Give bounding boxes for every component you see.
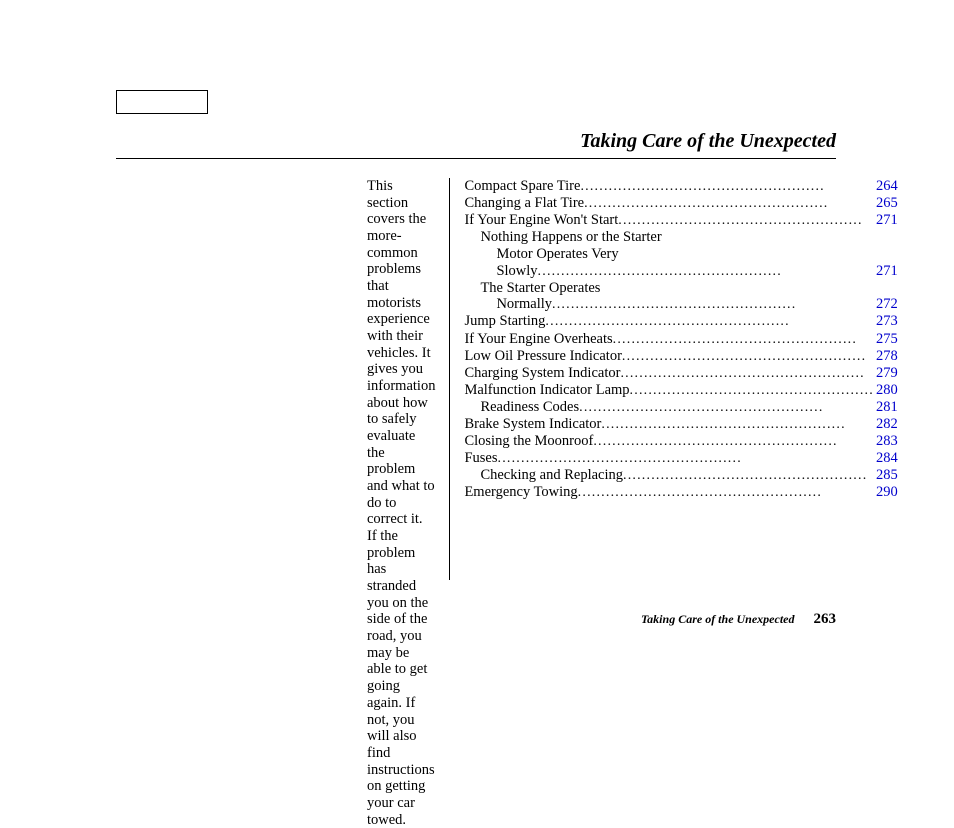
toc-entry: If Your Engine Overheats 275 bbox=[464, 331, 897, 348]
toc-entry: Jump Starting 273 bbox=[464, 313, 897, 330]
footer-section-label: Taking Care of the Unexpected bbox=[641, 612, 795, 626]
toc-leader-dots bbox=[538, 264, 874, 280]
toc-leader-dots bbox=[630, 383, 874, 399]
notice-box bbox=[116, 90, 208, 114]
toc-leader-dots bbox=[618, 213, 874, 229]
intro-text: This section covers the more-common prob… bbox=[367, 178, 435, 828]
toc-page-link[interactable]: 273 bbox=[874, 313, 898, 330]
toc-leader-dots bbox=[622, 349, 874, 365]
toc-label: Changing a Flat Tire bbox=[464, 195, 584, 212]
toc-label: Closing the Moonroof bbox=[464, 433, 593, 450]
toc-label: Compact Spare Tire bbox=[464, 178, 580, 195]
toc-entry: Emergency Towing 290 bbox=[464, 484, 897, 501]
page-footer: Taking Care of the Unexpected 263 bbox=[641, 611, 836, 628]
toc-leader-dots bbox=[601, 417, 874, 433]
toc-label: Low Oil Pressure Indicator bbox=[464, 348, 621, 365]
toc-label: Nothing Happens or the Starter bbox=[480, 229, 661, 246]
toc-entry: Compact Spare Tire 264 bbox=[464, 178, 897, 195]
toc-page-link[interactable]: 285 bbox=[874, 467, 898, 484]
toc-label: Charging System Indicator bbox=[464, 365, 620, 382]
toc-page-link[interactable]: 264 bbox=[874, 178, 898, 195]
toc-leader-dots bbox=[620, 366, 874, 382]
toc-leader-dots bbox=[593, 434, 874, 450]
toc-label: Jump Starting bbox=[464, 313, 545, 330]
toc-label: Motor Operates Very bbox=[496, 246, 618, 263]
toc-entry: Fuses 284 bbox=[464, 450, 897, 467]
toc-entry: Slowly 271 bbox=[464, 263, 897, 280]
toc-page-link[interactable]: 290 bbox=[874, 484, 898, 501]
toc-page-link[interactable]: 272 bbox=[874, 296, 898, 313]
toc-column: Compact Spare Tire264Changing a Flat Tir… bbox=[450, 178, 897, 580]
toc-label: The Starter Operates bbox=[480, 280, 600, 297]
toc-leader-dots bbox=[623, 468, 874, 484]
toc-leader-dots bbox=[613, 332, 874, 348]
toc-page-link[interactable]: 279 bbox=[874, 365, 898, 382]
toc-label: If Your Engine Overheats bbox=[464, 331, 612, 348]
toc-entry: Motor Operates Very bbox=[464, 246, 897, 263]
intro-column: This section covers the more-common prob… bbox=[367, 178, 450, 580]
toc-page-link[interactable]: 282 bbox=[874, 416, 898, 433]
toc-page-link[interactable]: 278 bbox=[874, 348, 898, 365]
toc-label: Readiness Codes bbox=[480, 399, 579, 416]
toc-leader-dots bbox=[552, 297, 874, 313]
toc-entry: Readiness Codes 281 bbox=[464, 399, 897, 416]
toc-page-link[interactable]: 271 bbox=[874, 212, 898, 229]
toc-entry: Charging System Indicator 279 bbox=[464, 365, 897, 382]
toc-entry: Normally 272 bbox=[464, 296, 897, 313]
toc-entry: Closing the Moonroof 283 bbox=[464, 433, 897, 450]
toc-entry: If Your Engine Won't Start 271 bbox=[464, 212, 897, 229]
toc-entry: Changing a Flat Tire 265 bbox=[464, 195, 897, 212]
toc-page-link[interactable]: 283 bbox=[874, 433, 898, 450]
toc-page-link[interactable]: 280 bbox=[874, 382, 898, 399]
toc-entry: Checking and Replacing 285 bbox=[464, 467, 897, 484]
toc-page-link[interactable]: 284 bbox=[874, 450, 898, 467]
toc-leader-dots bbox=[498, 451, 874, 467]
toc-leader-dots bbox=[584, 196, 874, 212]
toc-page-link[interactable]: 265 bbox=[874, 195, 898, 212]
toc-entry: Malfunction Indicator Lamp 280 bbox=[464, 382, 897, 399]
toc-leader-dots bbox=[578, 485, 874, 501]
toc-page-link[interactable]: 275 bbox=[874, 331, 898, 348]
toc-entry: Nothing Happens or the Starter bbox=[464, 229, 897, 246]
toc-label: Normally bbox=[496, 296, 552, 313]
toc-page-link[interactable]: 281 bbox=[874, 399, 898, 416]
toc-entry: Low Oil Pressure Indicator 278 bbox=[464, 348, 897, 365]
content-area: This section covers the more-common prob… bbox=[367, 178, 836, 580]
toc-label: If Your Engine Won't Start bbox=[464, 212, 618, 229]
toc-entry: The Starter Operates bbox=[464, 280, 897, 297]
toc-leader-dots bbox=[579, 400, 874, 416]
toc-entry: Brake System Indicator 282 bbox=[464, 416, 897, 433]
footer-page-number: 263 bbox=[814, 611, 837, 627]
toc-leader-dots bbox=[545, 314, 874, 330]
toc-label: Checking and Replacing bbox=[480, 467, 623, 484]
toc-label: Brake System Indicator bbox=[464, 416, 601, 433]
toc-label: Malfunction Indicator Lamp bbox=[464, 382, 629, 399]
title-rule bbox=[116, 158, 836, 159]
toc-leader-dots bbox=[580, 179, 874, 195]
toc-label: Slowly bbox=[496, 263, 537, 280]
toc-page-link[interactable]: 271 bbox=[874, 263, 898, 280]
toc-label: Emergency Towing bbox=[464, 484, 577, 501]
page-title: Taking Care of the Unexpected bbox=[580, 130, 836, 153]
toc-label: Fuses bbox=[464, 450, 497, 467]
